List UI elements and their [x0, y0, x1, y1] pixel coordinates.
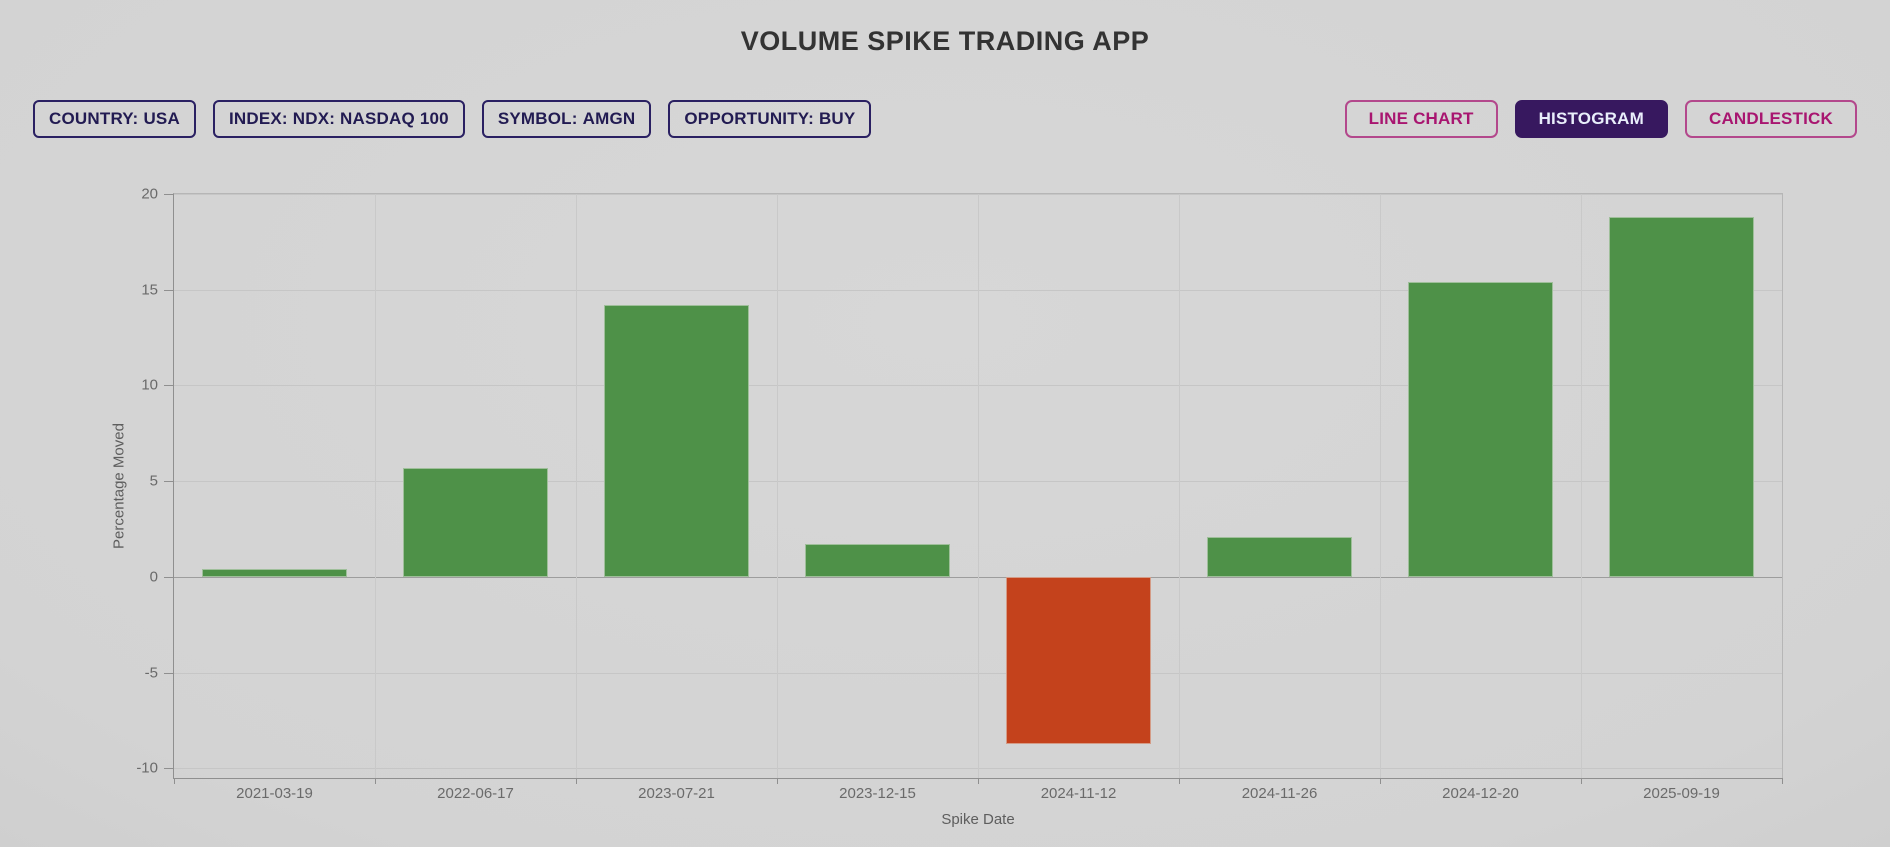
gridline-x [375, 194, 376, 778]
x-axis-tick [375, 778, 376, 784]
y-tick-label: 5 [149, 472, 158, 490]
y-axis-tick [164, 576, 174, 578]
filter-country-value: USA [143, 109, 180, 128]
filter-country-label: COUNTRY: [49, 109, 139, 128]
x-tick-label: 2024-12-20 [1442, 785, 1519, 802]
x-tick-label: 2023-07-21 [638, 785, 715, 802]
gridline-x [1581, 194, 1582, 778]
x-tick-label: 2023-12-15 [839, 785, 916, 802]
chart-type-group: LINE CHART HISTOGRAM CANDLESTICK [1344, 100, 1857, 138]
x-axis-tick [777, 778, 778, 784]
bar-2024-11-26 [1207, 536, 1352, 577]
y-tick-label: 0 [149, 568, 158, 586]
y-axis-label: Percentage Moved [110, 423, 128, 549]
gridline-x [576, 194, 577, 778]
bar-2024-11-12 [1006, 576, 1151, 744]
x-tick-label: 2022-06-17 [437, 785, 514, 802]
x-axis-tick [978, 778, 979, 784]
x-axis-tick [576, 778, 577, 784]
y-axis-tick [164, 481, 174, 483]
bar-2023-12-15 [805, 544, 950, 577]
filter-symbol-value: AMGN [582, 109, 636, 128]
x-axis-tick [1380, 778, 1381, 784]
bar-2021-03-19 [202, 569, 347, 577]
filter-symbol-button[interactable]: SYMBOL: AMGN [481, 100, 652, 138]
bar-2022-06-17 [403, 467, 548, 577]
y-axis-tick [164, 289, 174, 291]
x-axis-tick [174, 778, 175, 784]
gridline-x [1179, 194, 1180, 778]
x-tick-label: 2021-03-19 [236, 785, 313, 802]
toolbar: COUNTRY: USA INDEX: NDX: NASDAQ 100 SYMBOL… [0, 100, 1890, 138]
filter-opportunity-value: BUY [818, 109, 856, 128]
filter-group: COUNTRY: USA INDEX: NDX: NASDAQ 100 SYMBOL… [33, 100, 872, 138]
filter-opportunity-label: OPPORTUNITY: [684, 109, 814, 128]
y-tick-label: -5 [144, 664, 158, 682]
bar-2025-09-19 [1609, 216, 1754, 577]
x-axis-tick [1581, 778, 1582, 784]
candlestick-button[interactable]: CANDLESTICK [1684, 100, 1857, 138]
y-axis-tick [164, 768, 174, 770]
filter-country-button[interactable]: COUNTRY: USA [33, 100, 196, 138]
y-tick-label: -10 [136, 759, 158, 777]
gridline-x [1380, 194, 1381, 778]
page-title: VOLUME SPIKE TRADING APP [740, 26, 1150, 56]
x-axis-label: Spike Date [941, 811, 1015, 828]
gridline-x [777, 194, 778, 778]
bar-2024-12-20 [1408, 282, 1553, 577]
filter-opportunity-button[interactable]: OPPORTUNITY: BUY [668, 100, 872, 138]
y-axis-tick [164, 194, 174, 195]
plot-area: Percentage Moved Spike Date 20 15 10 5 0 -5 -1… [111, 186, 1783, 828]
filter-index-button[interactable]: INDEX: NDX: NASDAQ 100 [212, 100, 465, 138]
line-chart-button[interactable]: LINE CHART [1344, 100, 1498, 138]
y-axis-tick [164, 672, 174, 674]
y-tick-label: 20 [141, 185, 158, 203]
x-tick-label: 2025-09-19 [1643, 785, 1720, 802]
x-tick-label: 2024-11-12 [1040, 785, 1117, 802]
histogram-button[interactable]: HISTOGRAM [1514, 100, 1668, 138]
filter-index-label: INDEX: [228, 109, 288, 128]
x-axis-tick [1179, 778, 1180, 784]
filter-index-value: NDX: NASDAQ 100 [292, 109, 449, 128]
y-tick-label: 15 [141, 281, 158, 299]
x-tick-label: 2024-11-26 [1241, 785, 1318, 802]
filter-symbol-label: SYMBOL: [497, 109, 578, 128]
gridline-x [978, 194, 979, 778]
y-tick-label: 10 [141, 376, 158, 394]
y-axis-tick [164, 385, 174, 387]
x-axis-tick [1782, 778, 1783, 784]
bar-2023-07-21 [604, 305, 749, 577]
